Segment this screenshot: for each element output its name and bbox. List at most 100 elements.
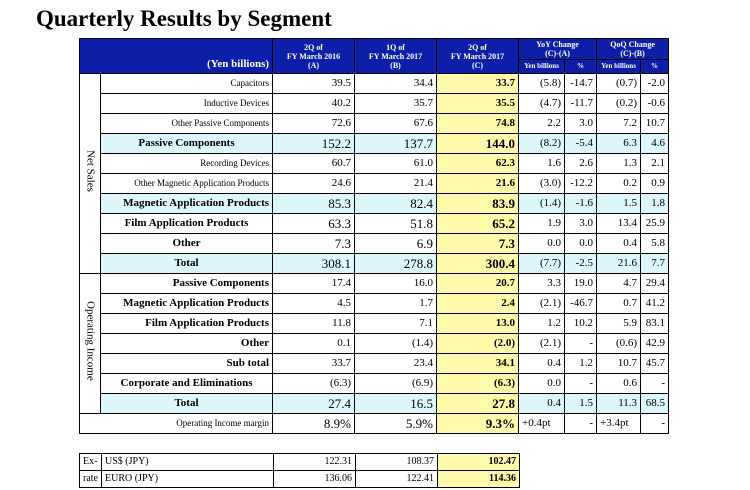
margin-yoy: +0.4pt: [518, 413, 566, 434]
value-a: (6.3): [272, 373, 356, 394]
fx-row: Ex- US$ (JPY) 122.31 108.37 102.47: [79, 453, 520, 471]
value-a: 17.4: [272, 273, 356, 294]
value-a: 4.5: [272, 293, 356, 314]
value-c: 144.0: [436, 133, 520, 154]
value-yoyp: 19.0: [564, 273, 598, 294]
value-b: 1.7: [354, 293, 438, 314]
value-yoy: 0.0: [518, 233, 566, 254]
value-a: 0.1: [272, 333, 356, 354]
value-b: 16.5: [354, 393, 438, 414]
value-qoq: 0.2: [596, 173, 642, 194]
value-qoq: 13.4: [596, 213, 642, 234]
margin-b: 5.9%: [354, 413, 438, 434]
value-qoqp: -: [640, 373, 670, 394]
value-yoy: 0.4: [518, 353, 566, 374]
yoy-header: YoY Change (C)-(A): [518, 38, 598, 60]
value-yoyp: 0.0: [564, 233, 598, 254]
exchange-rate-table: Ex- US$ (JPY) 122.31 108.37 102.47 rate EURO (…: [79, 453, 520, 488]
value-a: 33.7: [272, 353, 356, 374]
value-c: 13.0: [436, 313, 520, 334]
value-qoqp: 2.1: [640, 153, 670, 174]
value-qoq: 0.7: [596, 293, 642, 314]
value-yoyp: -46.7: [564, 293, 598, 314]
unit-label: (Yen billions): [78, 38, 274, 74]
table-row: Net Sales Capacitors 39.5 34.4 33.7 (5.8) -14.…: [79, 73, 670, 274]
column-header-c: 2Q of FY March 2017 (C): [436, 38, 520, 74]
fx-value-c: 102.47: [437, 453, 520, 471]
table-row: Magnetic Application Products 85.3 82.4 83.…: [80, 193, 670, 214]
table-row: Film Application Products 11.8 7.1 13.0 1.2 1…: [80, 313, 670, 334]
table-row: Total 308.1 278.8 300.4 (7.7) -2.5 21.6 7.7: [80, 253, 670, 274]
value-qoqp: 68.5: [640, 393, 670, 414]
value-qoqp: 10.7: [640, 113, 670, 134]
fx-currency-label: US$ (JPY): [101, 453, 274, 471]
yoy-unit-header: Yen billions: [518, 59, 566, 74]
value-yoyp: 3.0: [564, 113, 598, 134]
value-yoy: (3.0): [518, 173, 566, 194]
table-row: Other 7.3 6.9 7.3 0.0 0.0 0.4 5.8: [80, 233, 670, 254]
value-yoy: (8.2): [518, 133, 566, 154]
value-yoy: 0.0: [518, 373, 566, 394]
value-qoqp: 83.1: [640, 313, 670, 334]
row-label: Total: [99, 393, 274, 414]
value-b: 82.4: [354, 193, 438, 214]
value-qoq: (0.7): [596, 73, 642, 94]
value-qoqp: 29.4: [640, 273, 670, 294]
value-a: 85.3: [272, 193, 356, 214]
value-yoy: (2.1): [518, 293, 566, 314]
qoq-pct-header: %: [640, 59, 670, 74]
value-yoy: 0.4: [518, 393, 566, 414]
value-qoq: 4.7: [596, 273, 642, 294]
value-qoqp: 7.7: [640, 253, 670, 274]
value-yoy: (7.7): [518, 253, 566, 274]
value-c: 74.8: [436, 113, 520, 134]
ex-label: Ex-: [79, 453, 102, 471]
value-yoyp: -14.7: [564, 73, 598, 94]
value-qoq: 10.7: [596, 353, 642, 374]
value-qoq: 11.3: [596, 393, 642, 414]
value-qoq: 5.9: [596, 313, 642, 334]
value-qoq: 7.2: [596, 113, 642, 134]
value-a: 60.7: [272, 153, 356, 174]
value-b: 61.0: [354, 153, 438, 174]
value-b: 21.4: [354, 173, 438, 194]
fx-value-a: 136.06: [273, 470, 356, 488]
value-b: 137.7: [354, 133, 438, 154]
value-yoyp: -12.2: [564, 173, 598, 194]
table-row: Operating Income Passive Components 17.4 16…: [79, 273, 670, 414]
margin-a: 8.9%: [272, 413, 356, 434]
fx-value-b: 108.37: [355, 453, 438, 471]
value-yoy: 1.9: [518, 213, 566, 234]
value-yoyp: -: [564, 373, 598, 394]
row-label: Passive Components: [99, 133, 274, 154]
value-qoqp: -0.6: [640, 93, 670, 114]
value-qoq: 0.6: [596, 373, 642, 394]
value-qoq: 1.5: [596, 193, 642, 214]
row-label: Sub total: [99, 353, 274, 374]
value-qoq: 6.3: [596, 133, 642, 154]
table-row: Film Application Products 63.3 51.8 65.2 1.9…: [80, 213, 670, 234]
value-qoqp: 25.9: [640, 213, 670, 234]
fx-row: rate EURO (JPY) 136.06 122.41 114.36: [79, 470, 520, 488]
value-c: 300.4: [436, 253, 520, 274]
margin-yoyp: -: [564, 413, 598, 434]
value-qoqp: 1.8: [640, 193, 670, 214]
fx-value-c: 114.36: [437, 470, 520, 488]
value-qoq: 1.3: [596, 153, 642, 174]
value-c: 7.3: [436, 233, 520, 254]
value-a: 72.6: [272, 113, 356, 134]
value-c: 20.7: [436, 273, 520, 294]
value-a: 39.5: [272, 73, 356, 94]
value-a: 24.6: [272, 173, 356, 194]
value-yoy: (2.1): [518, 333, 566, 354]
value-a: 308.1: [272, 253, 356, 274]
value-b: (6.9): [354, 373, 438, 394]
value-yoyp: 1.2: [564, 353, 598, 374]
value-qoqp: 41.2: [640, 293, 670, 314]
value-b: 7.1: [354, 313, 438, 334]
value-c: 34.1: [436, 353, 520, 374]
fx-value-a: 122.31: [273, 453, 356, 471]
value-b: 67.6: [354, 113, 438, 134]
row-label: Corporate and Eliminations: [99, 373, 274, 394]
value-yoyp: -: [564, 333, 598, 354]
